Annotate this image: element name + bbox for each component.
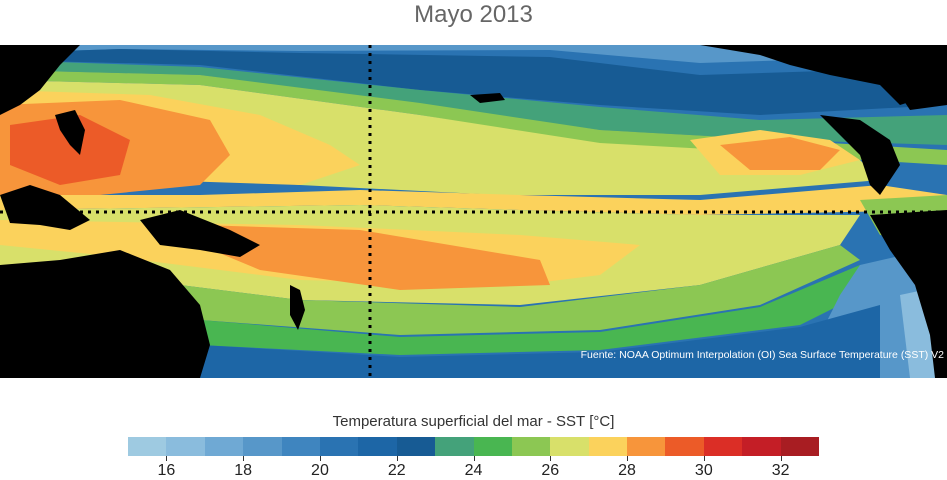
colorbar-unit: [°C] bbox=[589, 413, 615, 430]
colorbar-swatch bbox=[473, 437, 512, 456]
colorbar-tick bbox=[780, 456, 782, 461]
colorbar-tick-label: 22 bbox=[387, 462, 406, 479]
philippines-landmass bbox=[55, 110, 85, 155]
colorbar-swatch bbox=[243, 437, 282, 456]
colorbar-label: Temperatura superficial del mar - SST bbox=[332, 413, 586, 430]
map-title: Mayo 2013 bbox=[414, 1, 533, 28]
sst-map bbox=[0, 45, 947, 378]
indonesia-landmass bbox=[0, 185, 90, 230]
colorbar bbox=[128, 437, 820, 456]
colorbar-tick-label: 26 bbox=[541, 462, 560, 479]
colorbar-tick-label: 18 bbox=[234, 462, 253, 479]
colorbar-tick bbox=[627, 456, 629, 461]
colorbar-swatch bbox=[665, 437, 704, 456]
colorbar-swatch bbox=[550, 437, 589, 456]
colorbar-tick-label: 30 bbox=[694, 462, 713, 479]
colorbar-title: Temperatura superficial del mar - SST [°C… bbox=[0, 413, 947, 430]
colorbar-tick bbox=[166, 456, 168, 461]
australia-landmass bbox=[0, 250, 210, 378]
colorbar-tick bbox=[319, 456, 321, 461]
colorbar-ticks: 16 18 20 22 24 26 28 30 32 bbox=[128, 456, 819, 480]
colorbar-swatch bbox=[358, 437, 397, 456]
colorbar-tick bbox=[243, 456, 245, 461]
colorbar-swatch bbox=[780, 437, 820, 456]
colorbar-swatch bbox=[588, 437, 628, 456]
colorbar-swatch bbox=[128, 437, 167, 456]
new-caledonia-landmass bbox=[290, 285, 305, 330]
colorbar-tick bbox=[396, 456, 398, 461]
colorbar-swatch bbox=[627, 437, 666, 456]
colorbar-swatch bbox=[166, 437, 205, 456]
colorbar-swatch bbox=[435, 437, 474, 456]
colorbar-swatch bbox=[703, 437, 743, 456]
colorbar-tick-label: 16 bbox=[157, 462, 176, 479]
colorbar-tick-label: 20 bbox=[311, 462, 329, 479]
land-masses bbox=[0, 45, 947, 378]
colorbar-swatch bbox=[319, 437, 359, 456]
colorbar-tick bbox=[473, 456, 475, 461]
south-america-landmass bbox=[870, 210, 947, 378]
central-america-landmass bbox=[820, 115, 900, 195]
colorbar-swatch bbox=[281, 437, 320, 456]
caribbean-landmass bbox=[900, 85, 947, 110]
colorbar-swatch bbox=[511, 437, 551, 456]
colorbar-swatch bbox=[396, 437, 436, 456]
colorbar-tick-label: 32 bbox=[771, 462, 790, 479]
colorbar-tick-label: 28 bbox=[618, 462, 636, 479]
colorbar-swatch bbox=[204, 437, 244, 456]
data-source-note: Fuente: NOAA Optimum Interpolation (OI) … bbox=[580, 349, 944, 361]
colorbar-tick bbox=[550, 456, 552, 461]
colorbar-tick-label: 24 bbox=[464, 462, 483, 479]
colorbar-tick bbox=[703, 456, 705, 461]
hawaii-landmass bbox=[470, 93, 505, 103]
asia-landmass bbox=[0, 45, 80, 115]
colorbar-swatch bbox=[742, 437, 781, 456]
north-america-landmass bbox=[700, 45, 947, 105]
new-guinea-landmass bbox=[140, 210, 260, 257]
